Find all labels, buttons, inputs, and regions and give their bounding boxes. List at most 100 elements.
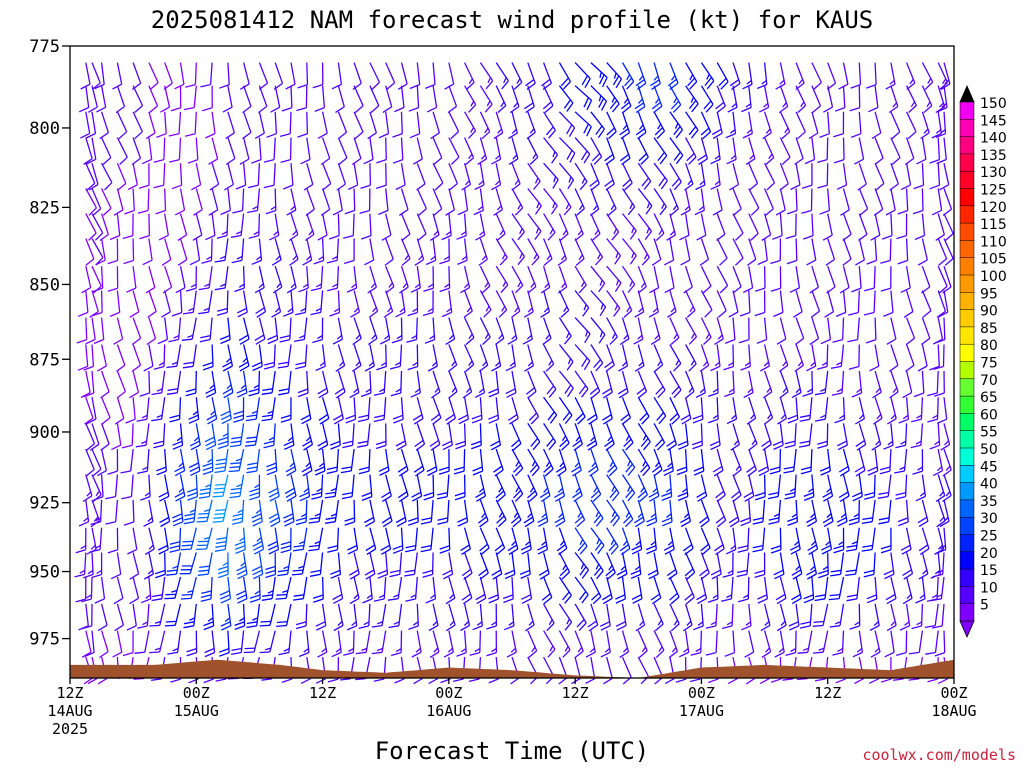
wind-barb bbox=[116, 162, 127, 191]
barb-feather bbox=[629, 203, 634, 210]
barb-feather bbox=[129, 597, 139, 605]
barb-shaft bbox=[856, 317, 860, 340]
barb-feather bbox=[220, 338, 231, 345]
wind-barb bbox=[269, 213, 280, 241]
barb-feather bbox=[83, 365, 94, 371]
barb-feather bbox=[451, 387, 457, 393]
barb-feather bbox=[445, 230, 452, 236]
barb-feather bbox=[331, 255, 338, 260]
wind-barb bbox=[746, 238, 757, 266]
wind-barb bbox=[899, 603, 911, 631]
barb-shaft bbox=[590, 62, 608, 78]
wind-barb bbox=[422, 290, 434, 317]
barb-feather bbox=[685, 596, 695, 605]
wind-barb bbox=[615, 603, 627, 631]
barb-shaft bbox=[91, 423, 100, 445]
wind-barb bbox=[297, 370, 309, 398]
wind-barb bbox=[85, 162, 96, 191]
wind-barb bbox=[491, 344, 502, 372]
barb-feather bbox=[735, 232, 744, 241]
wind-barb bbox=[148, 62, 159, 90]
wind-barb bbox=[474, 370, 486, 398]
wind-barb bbox=[305, 213, 315, 242]
wind-barb bbox=[85, 213, 97, 241]
wind-barb bbox=[358, 603, 371, 630]
barb-feather bbox=[900, 287, 911, 293]
barb-feather bbox=[790, 548, 801, 555]
wind-barb bbox=[846, 576, 860, 602]
barb-shaft bbox=[527, 370, 537, 392]
barb-feather bbox=[86, 182, 96, 191]
barb-feather bbox=[916, 414, 922, 419]
barb-feather bbox=[838, 541, 844, 546]
barb-feather bbox=[393, 621, 400, 625]
wind-barb bbox=[491, 137, 502, 165]
barb-shaft bbox=[653, 603, 664, 625]
barb-feather bbox=[277, 573, 288, 577]
barb-feather bbox=[726, 158, 737, 165]
barb-feather bbox=[212, 495, 224, 498]
barb-feather bbox=[494, 180, 501, 186]
wind-barb bbox=[897, 188, 909, 215]
barb-feather bbox=[217, 307, 228, 312]
barb-feather bbox=[765, 128, 771, 134]
barb-feather bbox=[278, 388, 290, 392]
barb-feather bbox=[142, 259, 153, 266]
barb-feather bbox=[754, 495, 766, 501]
barb-feather bbox=[286, 209, 297, 216]
barb-shaft bbox=[227, 163, 234, 185]
barb-feather bbox=[198, 287, 210, 291]
barb-feather bbox=[519, 569, 531, 575]
barb-feather bbox=[86, 418, 97, 425]
wind-barb bbox=[99, 111, 110, 140]
wind-barb bbox=[742, 266, 754, 294]
barb-feather bbox=[475, 593, 486, 601]
barb-feather bbox=[205, 133, 216, 139]
barb-feather bbox=[399, 307, 405, 313]
barb-feather bbox=[599, 621, 610, 627]
barb-feather bbox=[656, 412, 665, 421]
barb-feather bbox=[279, 338, 290, 343]
barb-feather bbox=[198, 311, 209, 315]
wind-barb bbox=[700, 527, 711, 556]
wind-barb bbox=[439, 266, 451, 293]
barb-feather bbox=[822, 516, 833, 524]
wind-barb bbox=[405, 576, 418, 602]
wind-barb bbox=[762, 111, 772, 140]
barb-shaft bbox=[855, 527, 860, 550]
wind-barb bbox=[255, 290, 267, 318]
barb-feather bbox=[544, 468, 554, 477]
barb-feather bbox=[500, 101, 505, 108]
barb-feather bbox=[268, 436, 275, 441]
barb-feather bbox=[202, 462, 213, 468]
barb-feather bbox=[560, 309, 570, 318]
wind-barb bbox=[437, 499, 450, 525]
barb-feather bbox=[583, 360, 591, 371]
barb-feather bbox=[637, 490, 647, 499]
wind-barb bbox=[669, 576, 680, 605]
barb-feather bbox=[598, 74, 605, 85]
barb-feather bbox=[215, 483, 226, 486]
barb-feather bbox=[181, 338, 193, 341]
wind-barb bbox=[315, 603, 327, 631]
barb-shaft bbox=[669, 552, 678, 574]
barb-feather bbox=[315, 678, 326, 684]
barb-feather bbox=[281, 678, 293, 684]
wind-barb bbox=[136, 397, 150, 422]
barb-feather bbox=[355, 651, 367, 655]
barb-feather bbox=[395, 311, 406, 318]
barb-feather bbox=[205, 392, 216, 398]
barb-shaft bbox=[653, 656, 664, 678]
barb-feather bbox=[544, 282, 550, 289]
barb-feather bbox=[430, 255, 436, 261]
barb-feather bbox=[381, 234, 392, 241]
barb-feather bbox=[580, 281, 585, 288]
barb-shaft bbox=[416, 213, 427, 235]
barb-feather bbox=[94, 598, 105, 604]
barb-feather bbox=[716, 105, 726, 114]
wind-barb bbox=[172, 499, 184, 527]
wind-barb bbox=[105, 499, 119, 525]
barb-feather bbox=[721, 598, 732, 602]
barb-shaft bbox=[921, 370, 925, 394]
wind-barb bbox=[669, 188, 679, 216]
